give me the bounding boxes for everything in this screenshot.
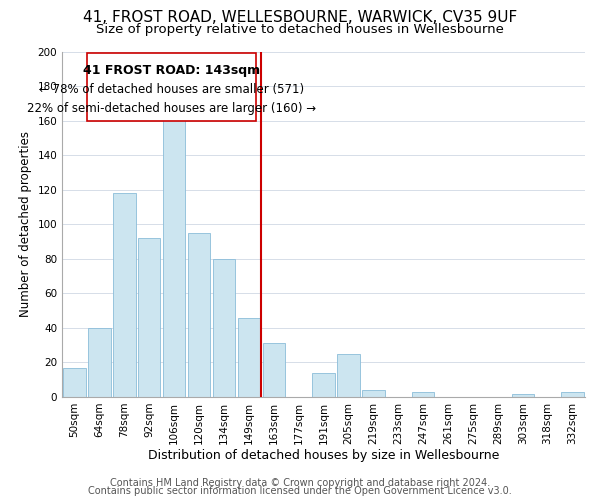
Text: Contains HM Land Registry data © Crown copyright and database right 2024.: Contains HM Land Registry data © Crown c… [110, 478, 490, 488]
Bar [362, 390, 385, 397]
Bar [87, 53, 256, 120]
Text: 22% of semi-detached houses are larger (160) →: 22% of semi-detached houses are larger (… [27, 102, 316, 115]
Text: ← 78% of detached houses are smaller (571): ← 78% of detached houses are smaller (57… [39, 83, 304, 96]
Bar [512, 394, 534, 397]
Bar [138, 238, 160, 397]
Bar [163, 107, 185, 397]
Bar [412, 392, 434, 397]
Text: Contains public sector information licensed under the Open Government Licence v3: Contains public sector information licen… [88, 486, 512, 496]
Text: Size of property relative to detached houses in Wellesbourne: Size of property relative to detached ho… [96, 22, 504, 36]
Bar [313, 373, 335, 397]
Bar [188, 233, 210, 397]
Bar [263, 344, 285, 397]
X-axis label: Distribution of detached houses by size in Wellesbourne: Distribution of detached houses by size … [148, 450, 499, 462]
Text: 41 FROST ROAD: 143sqm: 41 FROST ROAD: 143sqm [83, 64, 260, 77]
Bar [238, 318, 260, 397]
Bar [113, 193, 136, 397]
Bar [88, 328, 110, 397]
Text: 41, FROST ROAD, WELLESBOURNE, WARWICK, CV35 9UF: 41, FROST ROAD, WELLESBOURNE, WARWICK, C… [83, 10, 517, 25]
Bar [562, 392, 584, 397]
Bar [337, 354, 359, 397]
Bar [213, 259, 235, 397]
Y-axis label: Number of detached properties: Number of detached properties [19, 131, 32, 317]
Bar [64, 368, 86, 397]
